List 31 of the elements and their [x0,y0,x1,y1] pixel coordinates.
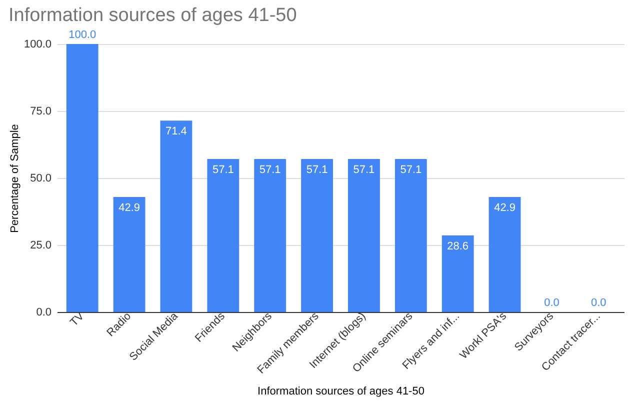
x-tick-label: TV [68,310,88,329]
data-label: 71.4 [166,126,187,138]
data-label: 0.0 [544,297,560,309]
chart-title: Information sources of ages 41-50 [8,5,297,26]
y-axis-title: Percentage of Sample [8,124,21,233]
y-tick-label: 50.0 [30,172,52,184]
data-label: 57.1 [353,164,375,176]
data-label: 100.0 [68,29,96,41]
data-label: 57.1 [259,164,281,176]
data-label: 57.1 [306,164,328,176]
y-tick-label: 100.0 [24,38,52,50]
bar [394,158,427,312]
data-label: 42.9 [118,202,140,214]
x-axis-title: Information sources of ages 41-50 [258,386,424,398]
bar [442,235,474,312]
data-label: 0.0 [591,297,606,309]
data-label: 28.6 [447,240,469,252]
bar [301,158,333,312]
bar [66,44,98,312]
bar [160,120,192,312]
data-label: 57.1 [212,164,234,176]
bar [254,158,286,312]
bar [348,158,380,312]
bar [488,197,521,312]
y-tick-label: 25.0 [30,240,52,252]
y-tick-label: 75.0 [30,106,52,118]
data-label: 57.1 [400,164,422,176]
y-tick-label: 0.0 [36,306,52,318]
data-label: 42.9 [494,202,516,214]
bar [113,197,146,312]
bar [207,158,240,312]
